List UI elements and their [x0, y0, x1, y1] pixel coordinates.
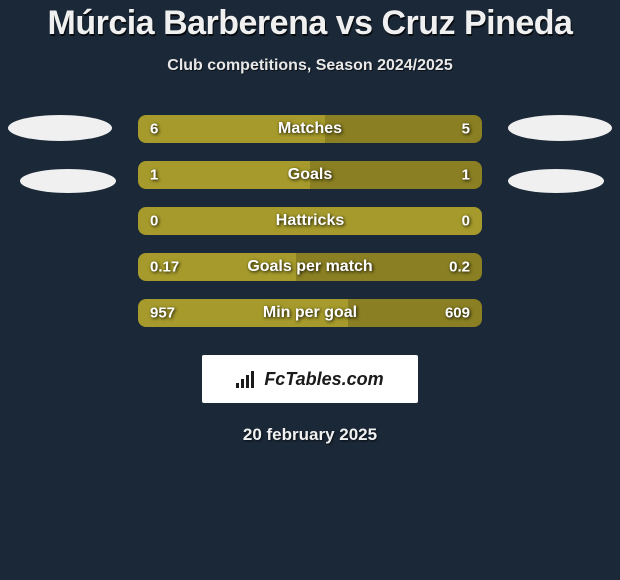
stat-value-left: 0.17 — [150, 259, 179, 276]
stat-value-right: 0 — [462, 213, 470, 230]
ellipse-mark — [508, 169, 604, 193]
ellipse-mark — [8, 115, 112, 141]
stat-row: 0 0 Hattricks — [138, 207, 482, 235]
page-title: Múrcia Barberena vs Cruz Pineda — [48, 4, 573, 43]
stat-label: Min per goal — [263, 304, 357, 322]
stat-bar: 957 609 Min per goal — [138, 299, 482, 327]
subtitle: Club competitions, Season 2024/2025 — [167, 57, 452, 75]
stat-value-left: 1 — [150, 167, 158, 184]
stats-section: 6 5 Matches 1 1 Goals 0 0 Hattricks 0.17 0.2 Goals … — [0, 115, 620, 327]
player-left-marks — [8, 115, 116, 193]
stat-bar-left — [138, 161, 310, 189]
stat-bar-right — [310, 161, 482, 189]
stat-value-right: 0.2 — [449, 259, 470, 276]
date-label: 20 february 2025 — [243, 425, 377, 445]
stat-bar-right — [325, 115, 482, 143]
stat-bar: 1 1 Goals — [138, 161, 482, 189]
stat-value-left: 0 — [150, 213, 158, 230]
player-right-marks — [508, 115, 612, 193]
stat-bar: 0 0 Hattricks — [138, 207, 482, 235]
ellipse-mark — [508, 115, 612, 141]
stat-row: 1 1 Goals — [138, 161, 482, 189]
logo-text: FcTables.com — [264, 369, 383, 390]
stat-bar: 6 5 Matches — [138, 115, 482, 143]
stat-value-left: 957 — [150, 305, 175, 322]
stat-bar: 0.17 0.2 Goals per match — [138, 253, 482, 281]
logo-box[interactable]: FcTables.com — [202, 355, 418, 403]
stat-label: Goals per match — [247, 258, 372, 276]
comparison-card: Múrcia Barberena vs Cruz Pineda Club com… — [0, 0, 620, 445]
ellipse-mark — [20, 169, 116, 193]
stat-label: Goals — [288, 166, 332, 184]
stat-value-right: 609 — [445, 305, 470, 322]
stat-row: 6 5 Matches — [138, 115, 482, 143]
bar-chart-icon — [236, 370, 258, 388]
stat-row: 0.17 0.2 Goals per match — [138, 253, 482, 281]
stat-label: Hattricks — [276, 212, 344, 230]
stat-label: Matches — [278, 120, 342, 138]
stat-value-right: 5 — [462, 121, 470, 138]
stat-row: 957 609 Min per goal — [138, 299, 482, 327]
stat-value-left: 6 — [150, 121, 158, 138]
stat-value-right: 1 — [462, 167, 470, 184]
